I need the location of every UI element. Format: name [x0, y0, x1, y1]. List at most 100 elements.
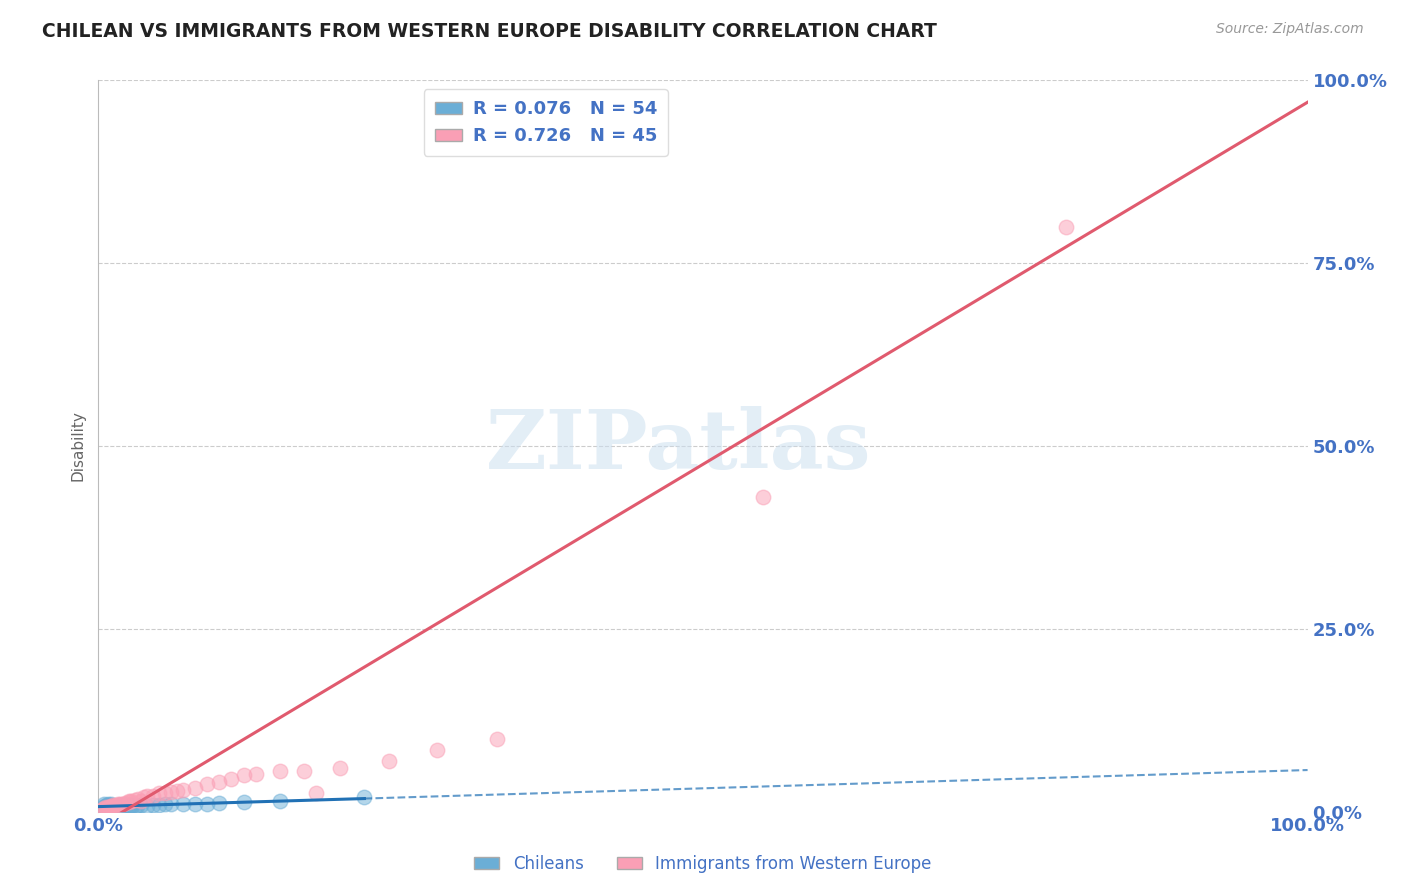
Point — [91, 802, 114, 816]
Point — [101, 801, 124, 815]
Point — [160, 785, 183, 799]
Point — [97, 800, 120, 814]
Point — [94, 800, 117, 814]
Point — [98, 799, 121, 814]
Point — [134, 790, 156, 805]
Point — [93, 798, 115, 813]
Point — [118, 794, 141, 808]
Point — [208, 775, 231, 789]
Point — [353, 790, 375, 805]
Point — [103, 800, 125, 814]
Point — [112, 799, 135, 814]
Point — [114, 796, 136, 810]
Point — [269, 794, 291, 808]
Point — [127, 791, 149, 805]
Point — [124, 799, 146, 814]
Point — [426, 742, 449, 756]
Point — [135, 798, 157, 813]
Point — [120, 795, 142, 809]
Point — [100, 800, 122, 814]
Point — [111, 797, 134, 811]
Point — [105, 798, 128, 813]
Point — [377, 754, 399, 768]
Point — [97, 800, 120, 814]
Point — [105, 798, 128, 813]
Y-axis label: Disability: Disability — [70, 410, 86, 482]
Point — [120, 798, 142, 813]
Point — [329, 761, 352, 775]
Point — [160, 797, 183, 812]
Point — [184, 780, 207, 795]
Point — [98, 798, 121, 813]
Point — [110, 800, 132, 814]
Point — [195, 797, 218, 811]
Point — [100, 800, 122, 814]
Point — [172, 797, 194, 812]
Point — [245, 766, 267, 780]
Point — [100, 801, 122, 815]
Point — [129, 798, 152, 813]
Point — [153, 797, 176, 812]
Point — [292, 764, 315, 779]
Point — [100, 799, 122, 814]
Point — [97, 797, 120, 812]
Point — [269, 764, 291, 779]
Point — [129, 794, 152, 808]
Point — [184, 797, 207, 811]
Point — [93, 797, 115, 812]
Point — [305, 787, 328, 801]
Point — [97, 798, 120, 813]
Point — [98, 801, 121, 815]
Point — [124, 793, 146, 807]
Point — [153, 787, 176, 801]
Point — [115, 798, 138, 813]
Point — [100, 798, 122, 813]
Point — [97, 802, 120, 816]
Point — [166, 784, 188, 798]
Point — [172, 782, 194, 797]
Point — [752, 490, 775, 504]
Text: Source: ZipAtlas.com: Source: ZipAtlas.com — [1216, 22, 1364, 37]
Point — [114, 798, 136, 813]
Point — [101, 798, 124, 813]
Point — [118, 795, 141, 809]
Point — [232, 795, 254, 809]
Point — [111, 800, 134, 814]
Point — [486, 731, 509, 746]
Point — [208, 796, 231, 810]
Point — [108, 798, 131, 813]
Text: ZIPatlas: ZIPatlas — [486, 406, 872, 486]
Point — [221, 772, 243, 786]
Point — [96, 802, 118, 816]
Point — [98, 799, 121, 814]
Point — [111, 798, 134, 813]
Point — [96, 801, 118, 815]
Point — [107, 797, 129, 812]
Point — [100, 797, 122, 812]
Text: CHILEAN VS IMMIGRANTS FROM WESTERN EUROPE DISABILITY CORRELATION CHART: CHILEAN VS IMMIGRANTS FROM WESTERN EUROP… — [42, 22, 936, 41]
Point — [103, 798, 125, 813]
Point — [1054, 219, 1077, 234]
Point — [103, 798, 125, 813]
Point — [232, 768, 254, 782]
Legend: Chileans, Immigrants from Western Europe: Chileans, Immigrants from Western Europe — [468, 848, 938, 880]
Point — [107, 799, 129, 814]
Point — [100, 798, 122, 813]
Point — [96, 799, 118, 814]
Point — [91, 803, 114, 817]
Point — [148, 798, 170, 813]
Point — [96, 798, 118, 813]
Point — [142, 798, 165, 813]
Point — [108, 797, 131, 812]
Point — [93, 801, 115, 815]
Point — [118, 799, 141, 814]
Point — [195, 777, 218, 791]
Point — [108, 798, 131, 813]
Point — [101, 799, 124, 814]
Point — [105, 801, 128, 815]
Point — [104, 799, 127, 814]
Point — [93, 801, 115, 815]
Point — [142, 789, 165, 803]
Point — [93, 800, 115, 814]
Point — [148, 787, 170, 801]
